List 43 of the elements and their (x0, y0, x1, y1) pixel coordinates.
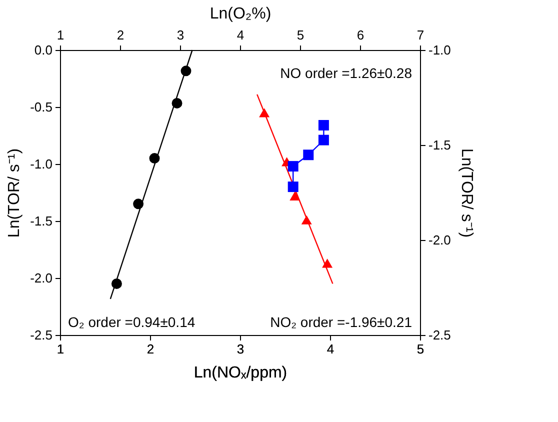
x-tick-label: 4 (326, 342, 334, 356)
y-axis-title: Ln(TOR/ s⁻¹) (6, 148, 24, 238)
point (111, 278, 122, 289)
x2-tick-label: 1 (56, 28, 64, 42)
x2-tick-label: 3 (176, 28, 184, 42)
y2-axis-title: Ln(TOR/ s⁻¹) (458, 148, 475, 238)
y-tick-label: -1.0 (30, 156, 52, 172)
y-tick-label: -2.5 (30, 328, 52, 342)
y-tick-label: -1.5 (30, 214, 52, 228)
x2-tick-label: 2 (116, 28, 124, 42)
annotation: NO₂ order =-1.96±0.21 (270, 314, 412, 330)
point (133, 198, 144, 210)
x2-tick-label: 7 (416, 28, 424, 42)
point (288, 161, 298, 172)
x-tick-label: 2 (146, 342, 154, 356)
y-tick-label: -0.5 (30, 100, 52, 114)
x2-axis-title: Ln(O₂%) (210, 6, 272, 22)
annotation: NO order =1.26±0.28 (280, 65, 412, 81)
point (149, 153, 160, 164)
y2-tick-label: -1.5 (428, 138, 451, 152)
point (172, 98, 182, 108)
point (288, 182, 298, 192)
point (290, 191, 300, 200)
x-tick-label: 3 (236, 342, 244, 356)
point (318, 120, 329, 130)
point (259, 108, 270, 118)
annotation: O₂ order =0.94±0.14 (68, 314, 196, 330)
y-tick-label: 0.0 (34, 42, 52, 58)
point (303, 150, 314, 160)
x2-tick-label: 6 (356, 28, 364, 42)
x-tick-label: 1 (56, 342, 64, 356)
y2-tick-label: -2.0 (428, 232, 451, 248)
x2-tick-label: 4 (236, 28, 244, 42)
point (180, 66, 192, 76)
y-tick-label: -2.0 (30, 270, 52, 286)
point (301, 215, 312, 224)
y2-tick-label: -2.5 (428, 328, 451, 342)
point (322, 258, 333, 268)
y2-tick-label: -1.0 (428, 42, 451, 58)
x-tick-label: 5 (416, 342, 424, 356)
x2-tick-label: 5 (296, 28, 304, 42)
point (318, 134, 329, 146)
x-axis-title: Ln(NOₓ/ppm) (194, 364, 288, 382)
